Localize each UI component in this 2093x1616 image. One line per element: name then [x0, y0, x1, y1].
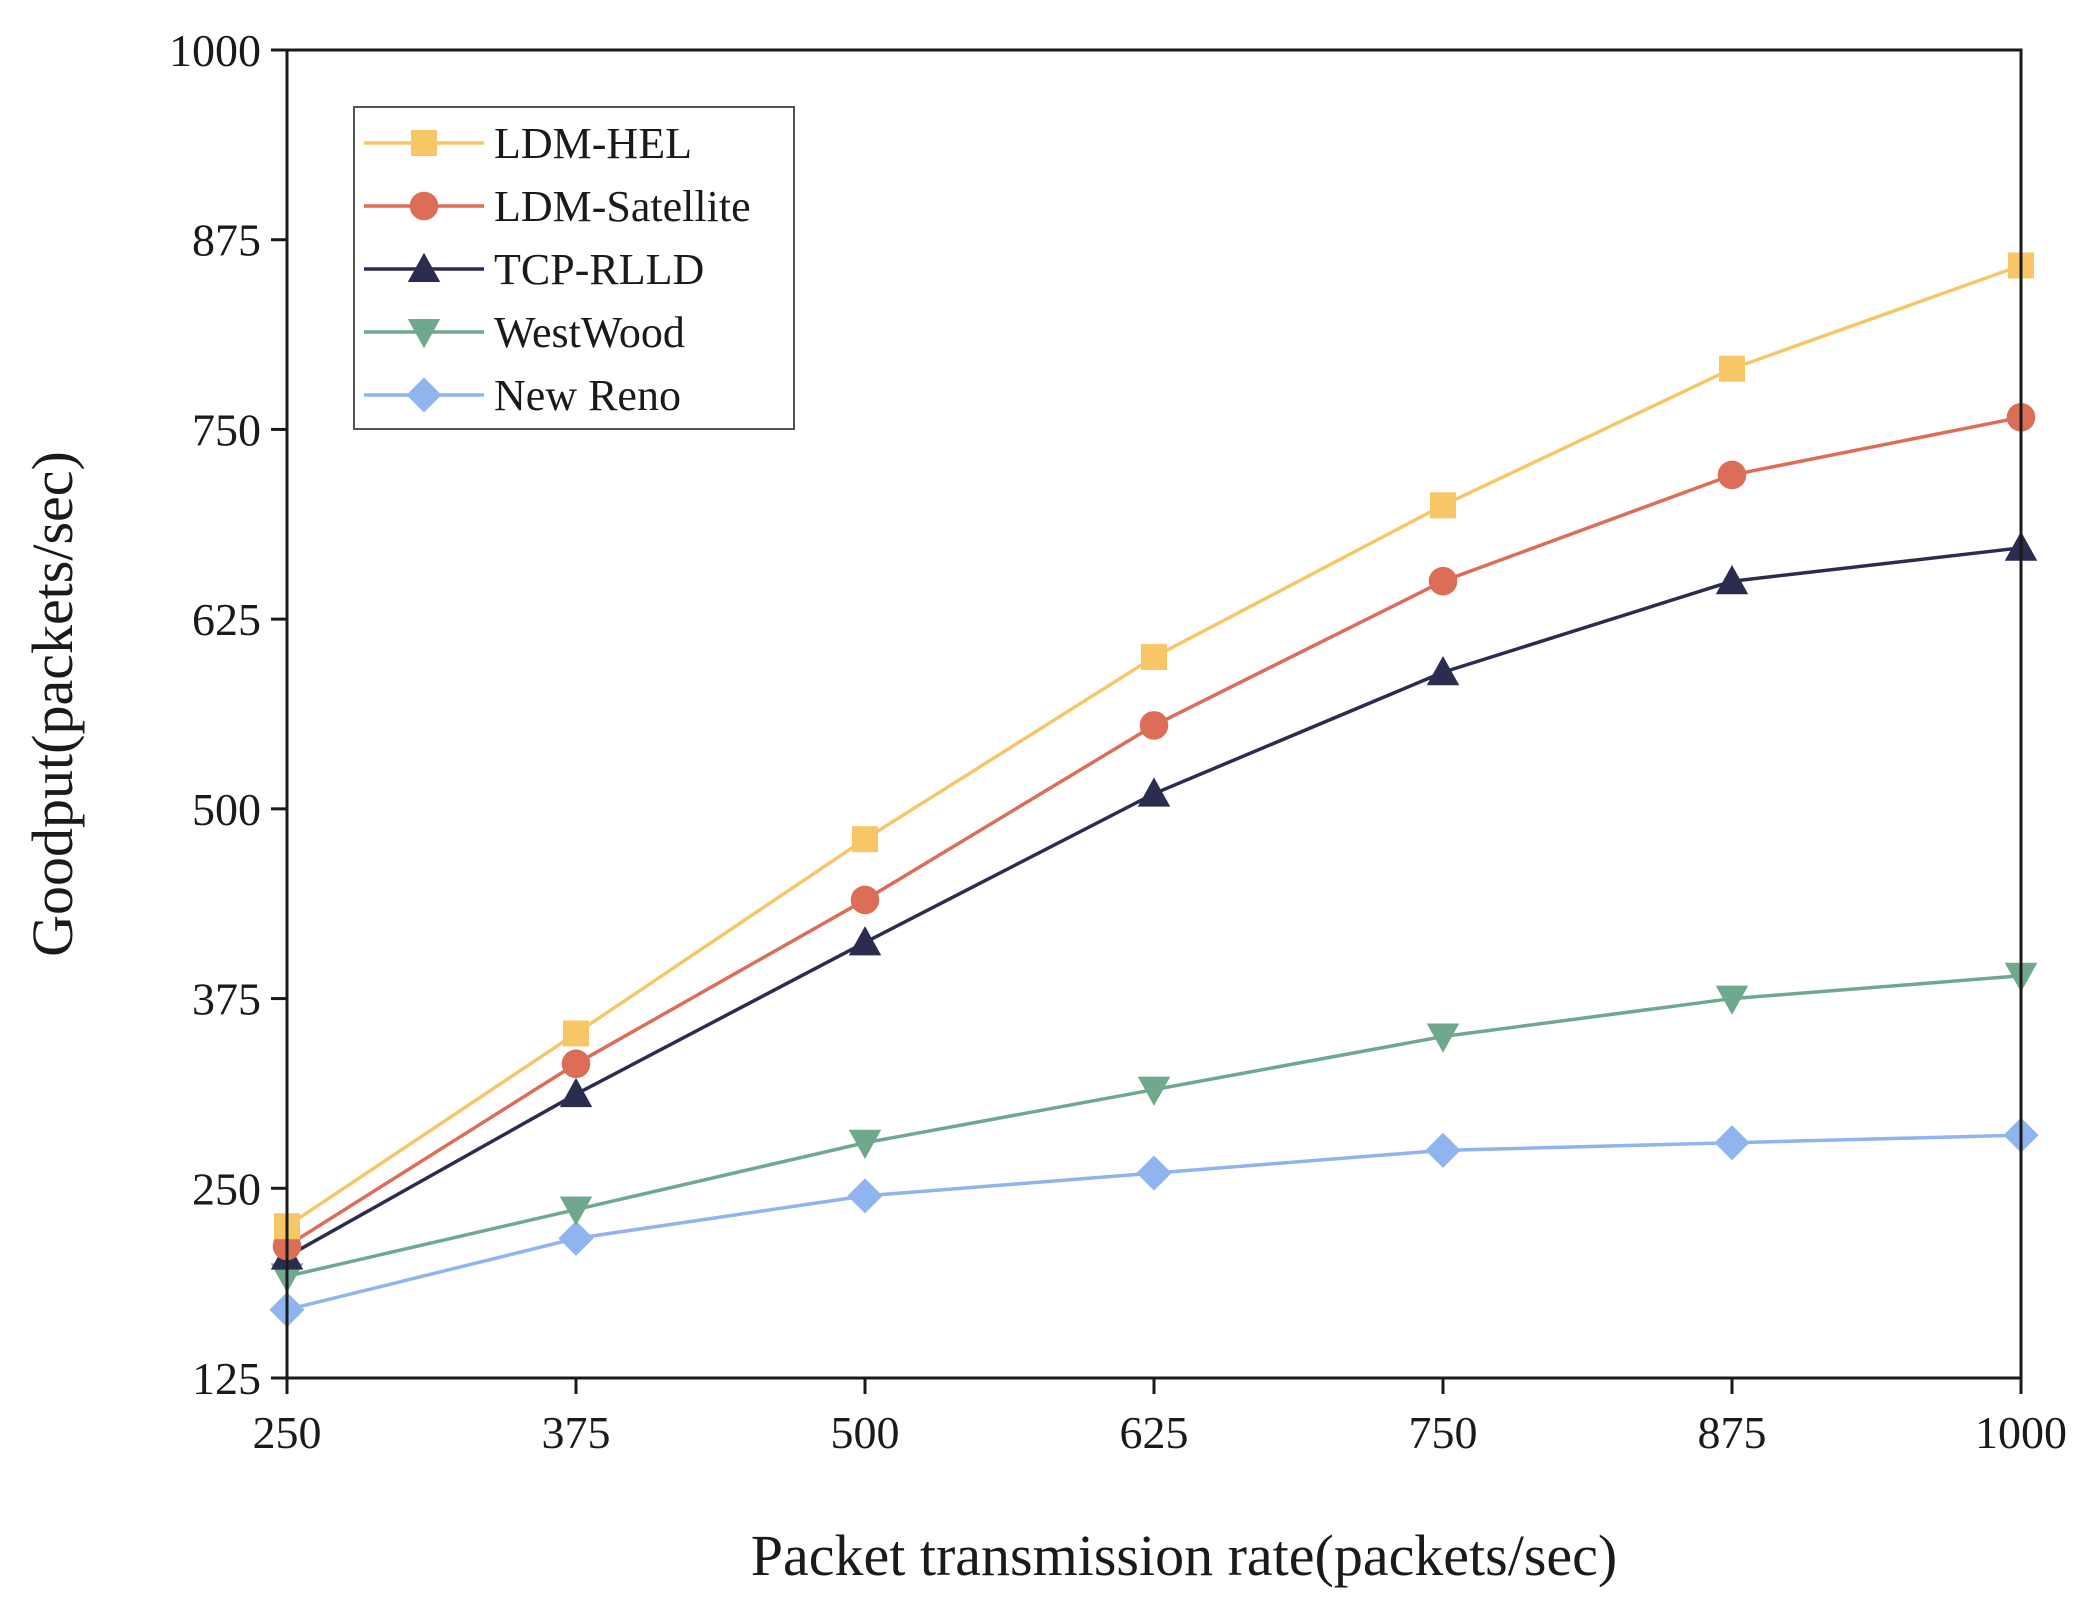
data-point-ldm-hel [563, 1020, 589, 1047]
series-new-reno [269, 1117, 2039, 1328]
data-point-ldm-hel [1430, 492, 1456, 519]
data-point-ldm-satellite [1717, 460, 1747, 490]
data-point-ldm-hel [852, 826, 878, 853]
data-point-tcp-rlld [1715, 564, 1749, 595]
data-point-ldm-satellite [1428, 566, 1458, 596]
y-tick-label: 250 [192, 1163, 261, 1214]
legend: LDM-HEL LDM-Satellite TCP-RLLD WestWood New … [353, 106, 795, 430]
data-point-tcp-rlld [1137, 777, 1171, 807]
x-tick-label: 375 [542, 1407, 611, 1458]
y-tick-label: 875 [192, 215, 261, 266]
data-point-ldm-hel [1719, 355, 1745, 382]
x-tick-label: 750 [1409, 1407, 1478, 1458]
y-axis-title: Goodput(packets/sec) [20, 451, 85, 957]
data-point-ldm-hel [1141, 644, 1167, 671]
series-ldm-satellite [272, 402, 2036, 1261]
legend-marker-ldm-satellite [409, 191, 439, 221]
data-point-westwood [848, 1129, 882, 1160]
series-westwood [270, 962, 2038, 1293]
data-point-tcp-rlld [559, 1077, 593, 1108]
legend-label: New Reno [494, 371, 681, 420]
data-point-new-reno [1136, 1155, 1172, 1191]
data-point-ldm-satellite [850, 885, 880, 915]
series-tcp-rlld [270, 531, 2038, 1270]
axes-layer: 250 375 500 625 750 875 1000125250375500625750… [20, 25, 2067, 1588]
legend-label: TCP-RLLD [494, 245, 704, 294]
data-point-new-reno [1425, 1132, 1461, 1168]
series-line-westwood [286, 974, 2022, 1279]
legend-label: LDM-HEL [494, 119, 692, 168]
legend-item-ldm-satellite: LDM-Satellite [364, 182, 751, 231]
x-tick-label: 625 [1120, 1407, 1189, 1458]
legend-item-westwood: WestWood [364, 308, 685, 357]
x-tick-label: 875 [1698, 1407, 1767, 1458]
legend-item-tcp-rlld: TCP-RLLD [364, 245, 704, 294]
legend-label: WestWood [494, 308, 685, 357]
y-tick-label: 500 [192, 784, 261, 835]
x-tick-label: 1000 [1975, 1407, 2067, 1458]
data-point-tcp-rlld [1426, 656, 1460, 686]
legend-marker-new-reno [406, 377, 442, 413]
data-point-westwood [1137, 1076, 1171, 1106]
y-tick-label: 375 [192, 974, 261, 1025]
series-line-ldm-satellite [286, 415, 2022, 1248]
x-tick-label: 500 [831, 1407, 900, 1458]
data-point-westwood [559, 1196, 593, 1226]
x-axis-title: Packet transmission rate(packets/sec) [751, 1523, 1617, 1588]
legend-marker-ldm-hel [411, 130, 437, 156]
y-tick-label: 1000 [169, 25, 261, 76]
data-point-tcp-rlld [848, 926, 882, 956]
data-point-new-reno [1714, 1125, 1750, 1161]
legend-item-new-reno: New Reno [364, 371, 681, 420]
data-point-new-reno [558, 1220, 594, 1256]
data-point-westwood [1426, 1023, 1460, 1053]
data-point-new-reno [847, 1178, 883, 1214]
x-tick-label: 250 [253, 1407, 322, 1458]
y-tick-label: 750 [192, 404, 261, 455]
legend-label: LDM-Satellite [494, 182, 751, 231]
data-point-ldm-satellite [1139, 711, 1169, 740]
legend-marker-tcp-rlld [407, 252, 441, 282]
data-point-westwood [1715, 985, 1749, 1015]
y-tick-label: 125 [192, 1353, 261, 1404]
y-tick-label: 625 [192, 594, 261, 645]
legend-item-ldm-hel: LDM-HEL [364, 119, 692, 168]
data-point-ldm-satellite [561, 1049, 591, 1079]
legend-marker-westwood [407, 319, 441, 349]
